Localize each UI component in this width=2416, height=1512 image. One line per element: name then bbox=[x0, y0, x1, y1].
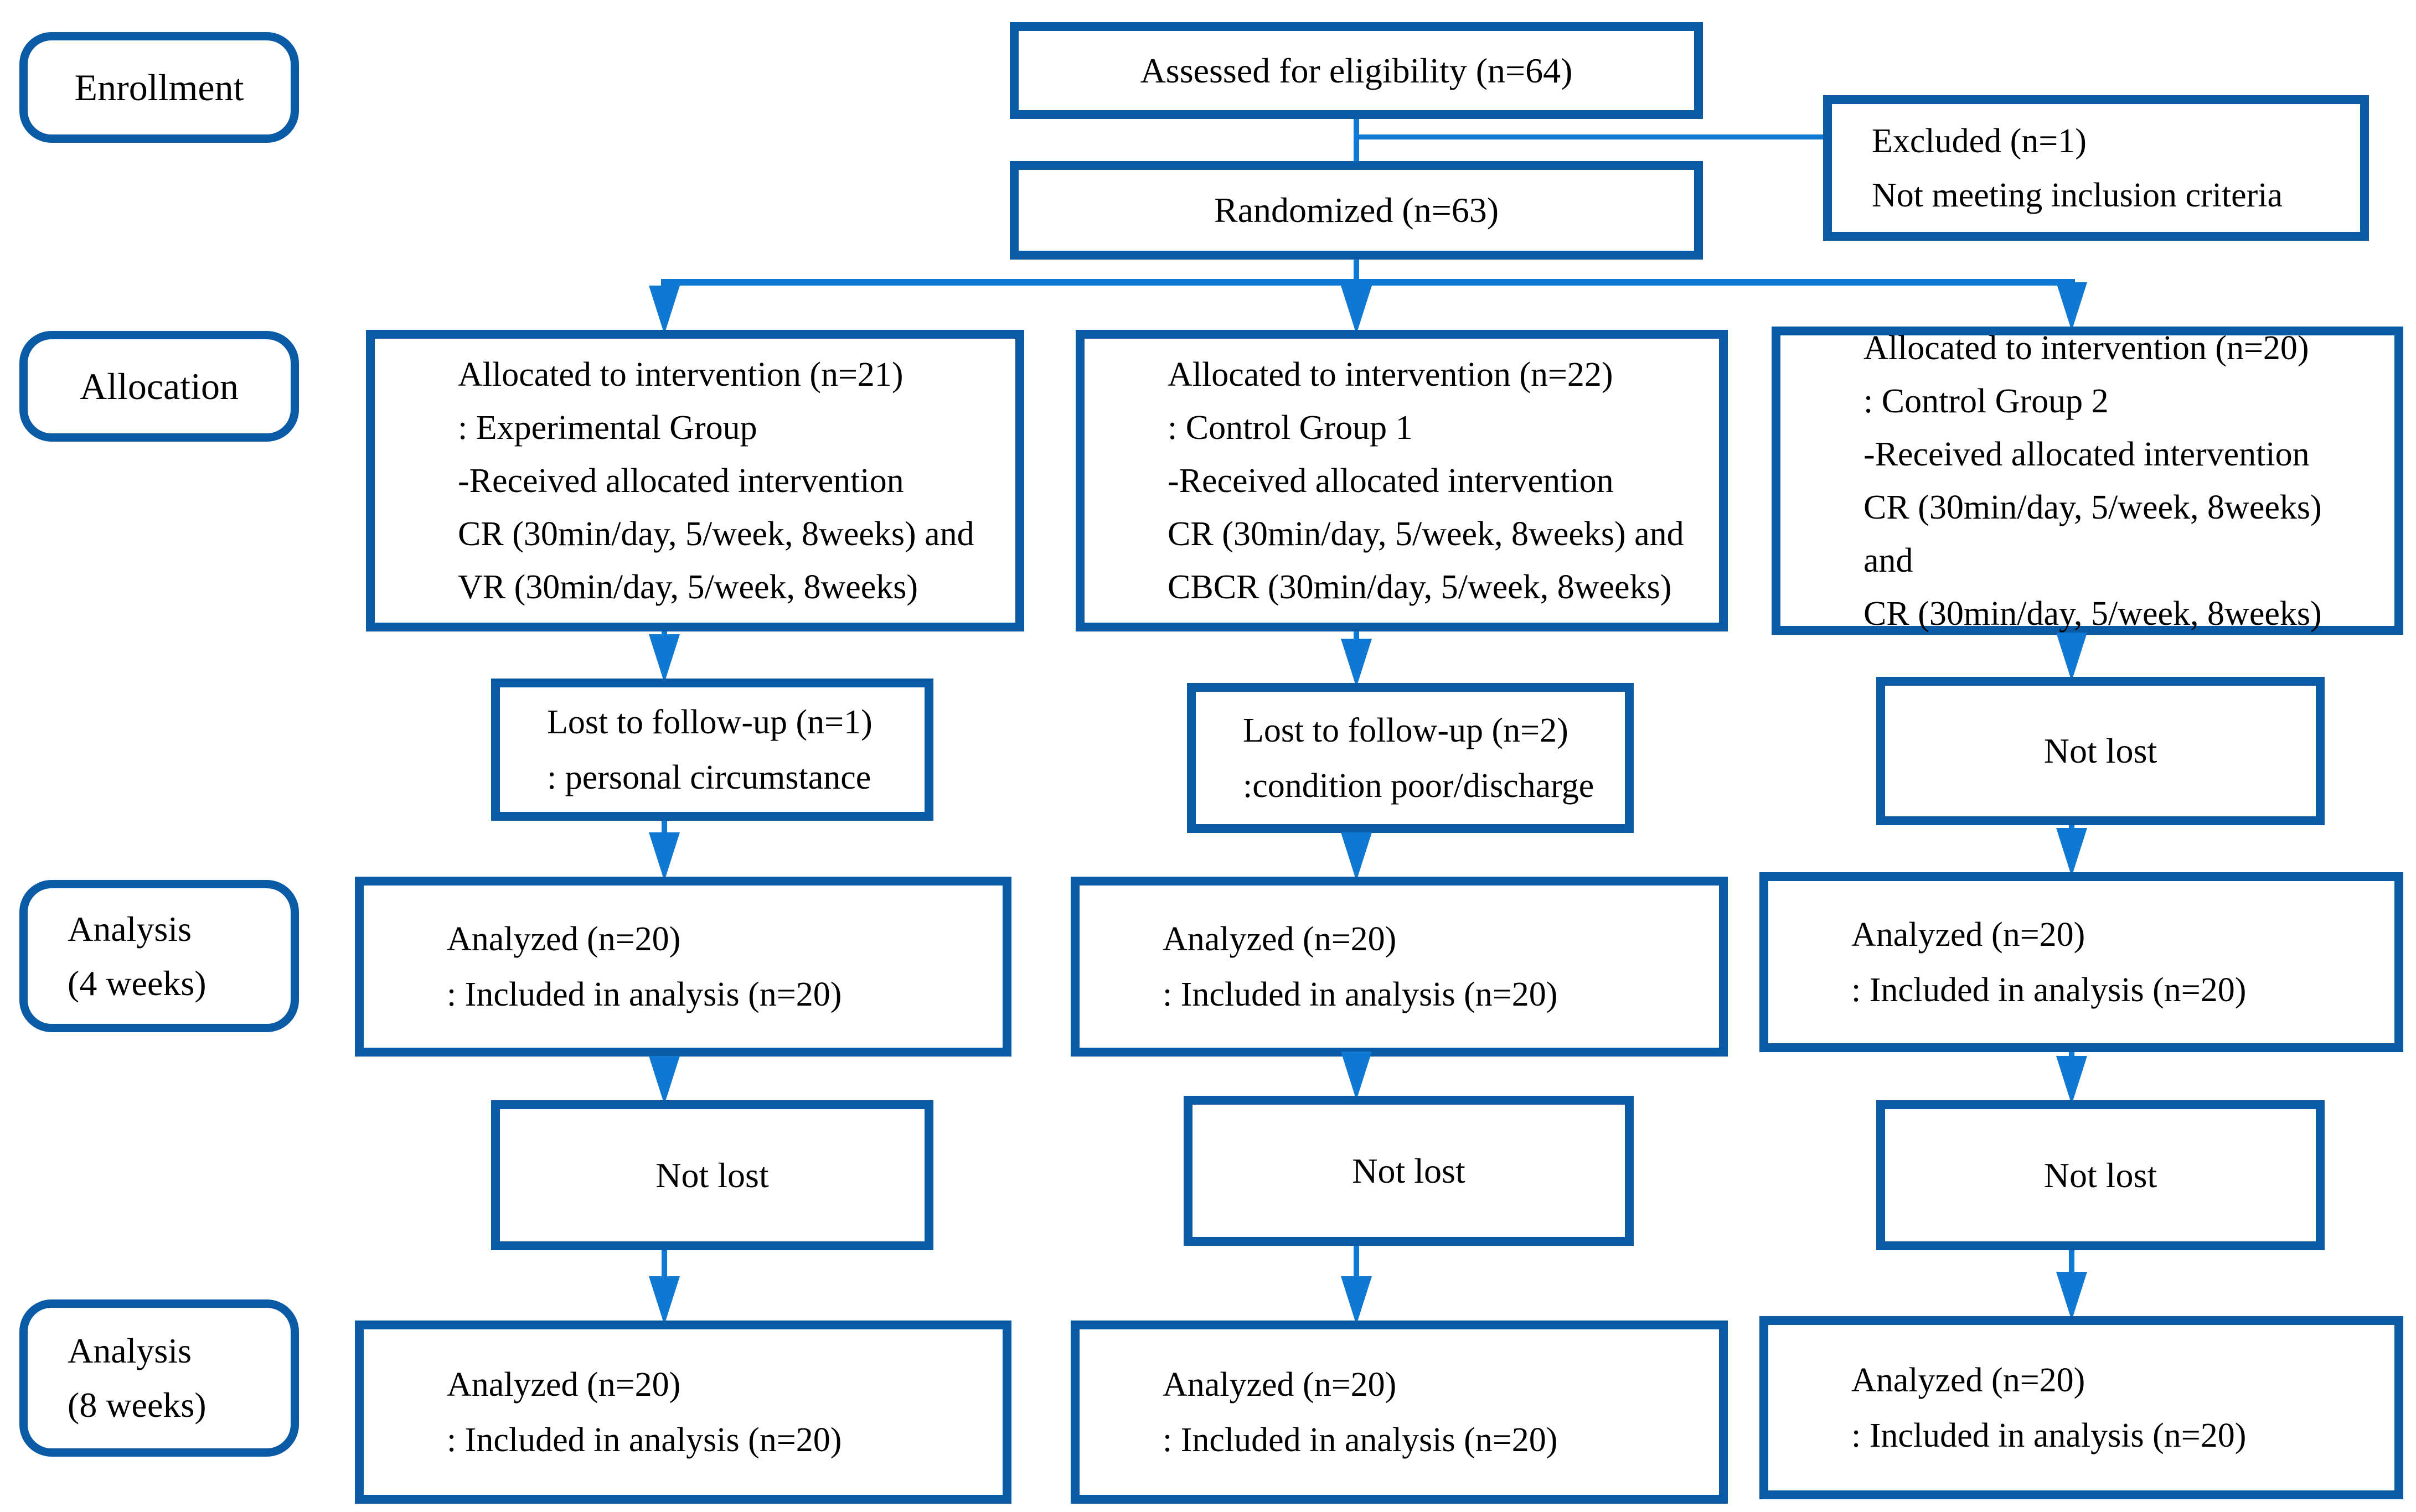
connector-line bbox=[2069, 1250, 2074, 1272]
arrow-to-allocation-control1 bbox=[1341, 286, 1372, 334]
arrow-to-notlost-experimental bbox=[649, 1056, 680, 1105]
analyzed-line: Analyzed (n=20) bbox=[1163, 1365, 1397, 1404]
analyzed-line: : Included in analysis (n=20) bbox=[1163, 975, 1558, 1013]
allocation-line: CR (30min/day, 5/week, 8weeks) and bbox=[1168, 515, 1684, 553]
stage-label-enrollment: Enrollment bbox=[19, 32, 299, 143]
not-lost-text: Not lost bbox=[655, 1155, 769, 1195]
excluded-box: Excluded (n=1) Not meeting inclusion cri… bbox=[1823, 95, 2369, 241]
analyzed-line: Analyzed (n=20) bbox=[1851, 1361, 2085, 1399]
arrow-to-notlost-control1 bbox=[1341, 1052, 1372, 1100]
excluded-line: Excluded (n=1) bbox=[1872, 122, 2087, 160]
analyzed-4w-box-control2: Analyzed (n=20) : Included in analysis (… bbox=[1759, 872, 2403, 1052]
connector-randomized-stub bbox=[1354, 260, 1359, 286]
not-lost-text: Not lost bbox=[1352, 1151, 1465, 1190]
connector-line bbox=[1354, 1246, 1359, 1276]
stage-label-text: Enrollment bbox=[74, 66, 244, 108]
allocation-line: CBCR (30min/day, 5/week, 8weeks) bbox=[1168, 568, 1672, 606]
arrow-to-followup-experimental bbox=[649, 634, 680, 683]
lost-followup-line: Lost to follow-up (n=1) bbox=[547, 703, 873, 741]
not-lost-box-control2-8w: Not lost bbox=[1876, 1100, 2325, 1250]
not-lost-box-control2-4w: Not lost bbox=[1876, 677, 2325, 825]
lost-followup-line: : personal circumstance bbox=[547, 758, 871, 796]
allocation-line: -Received allocated intervention bbox=[1168, 462, 1614, 500]
analyzed-line: : Included in analysis (n=20) bbox=[1851, 971, 2247, 1009]
stage-label-analysis-8-weeks: Analysis (8 weeks) bbox=[19, 1299, 299, 1457]
analyzed-line: Analyzed (n=20) bbox=[1163, 920, 1397, 958]
randomized-text: Randomized (n=63) bbox=[1214, 190, 1499, 230]
allocation-box-control1: Allocated to intervention (n=22) : Contr… bbox=[1076, 330, 1728, 631]
arrow-to-analysis8-control2 bbox=[2056, 1272, 2087, 1321]
lost-followup-box-experimental: Lost to follow-up (n=1) : personal circu… bbox=[491, 679, 933, 821]
allocation-line: Allocated to intervention (n=20) bbox=[1863, 329, 2309, 367]
analyzed-line: Analyzed (n=20) bbox=[447, 920, 681, 958]
not-lost-box-control1: Not lost bbox=[1184, 1096, 1634, 1246]
not-lost-text: Not lost bbox=[2043, 1155, 2157, 1195]
connector-line bbox=[662, 1250, 667, 1276]
randomized-box: Randomized (n=63) bbox=[1010, 161, 1703, 260]
stage-label-text: Allocation bbox=[79, 365, 239, 407]
allocation-line: CR (30min/day, 5/week, 8weeks) and bbox=[1863, 488, 2322, 579]
assessed-eligibility-box: Assessed for eligibility (n=64) bbox=[1010, 22, 1703, 119]
stage-label-line: Analysis bbox=[68, 909, 192, 949]
lost-followup-line: :condition poor/discharge bbox=[1243, 767, 1594, 805]
arrow-to-followup-control2 bbox=[2056, 633, 2087, 681]
analyzed-8w-box-experimental: Analyzed (n=20) : Included in analysis (… bbox=[355, 1321, 1011, 1504]
connector-line bbox=[662, 821, 667, 837]
arrow-to-analysis8-experimental bbox=[649, 1276, 680, 1325]
allocation-line: CR (30min/day, 5/week, 8weeks) and bbox=[458, 515, 974, 553]
allocation-box-experimental: Allocated to intervention (n=21) : Exper… bbox=[366, 330, 1024, 631]
analyzed-line: : Included in analysis (n=20) bbox=[1851, 1416, 2247, 1454]
arrow-to-analysis4-control1 bbox=[1341, 832, 1372, 881]
allocation-line: : Experimental Group bbox=[458, 408, 757, 447]
analyzed-line: : Included in analysis (n=20) bbox=[447, 1421, 842, 1459]
allocation-line: Allocated to intervention (n=22) bbox=[1168, 355, 1613, 393]
analyzed-4w-box-experimental: Analyzed (n=20) : Included in analysis (… bbox=[355, 877, 1011, 1057]
excluded-line: Not meeting inclusion criteria bbox=[1872, 176, 2283, 214]
analyzed-8w-box-control2: Analyzed (n=20) : Included in analysis (… bbox=[1759, 1316, 2403, 1499]
stage-label-allocation: Allocation bbox=[19, 331, 299, 442]
arrow-to-allocation-control2 bbox=[2056, 282, 2087, 331]
allocation-line: : Control Group 1 bbox=[1168, 408, 1413, 447]
connector-assessed-to-randomized bbox=[1354, 119, 1359, 161]
analyzed-line: : Included in analysis (n=20) bbox=[1163, 1421, 1558, 1459]
stage-label-analysis-4-weeks: Analysis (4 weeks) bbox=[19, 880, 299, 1032]
allocation-line: CR (30min/day, 5/week, 8weeks) bbox=[1863, 594, 2322, 633]
allocation-line: VR (30min/day, 5/week, 8weeks) bbox=[458, 568, 918, 606]
connector-line bbox=[1354, 631, 1359, 639]
analyzed-line: Analyzed (n=20) bbox=[447, 1365, 681, 1404]
allocation-box-control2: Allocated to intervention (n=20) : Contr… bbox=[1772, 327, 2403, 635]
stage-label-line: Analysis bbox=[68, 1331, 192, 1370]
assessed-eligibility-text: Assessed for eligibility (n=64) bbox=[1140, 50, 1573, 90]
allocation-line: Allocated to intervention (n=21) bbox=[458, 355, 904, 393]
analyzed-4w-box-control1: Analyzed (n=20) : Included in analysis (… bbox=[1071, 877, 1728, 1057]
allocation-line: : Control Group 2 bbox=[1863, 382, 2109, 420]
arrow-to-analysis4-control2 bbox=[2056, 828, 2087, 877]
not-lost-text: Not lost bbox=[2043, 731, 2157, 770]
allocation-line: -Received allocated intervention bbox=[458, 462, 904, 500]
lost-followup-line: Lost to follow-up (n=2) bbox=[1243, 711, 1568, 749]
analyzed-line: : Included in analysis (n=20) bbox=[447, 975, 842, 1013]
arrow-to-followup-control1 bbox=[1341, 639, 1372, 687]
allocation-line: -Received allocated intervention bbox=[1863, 435, 2310, 473]
stage-label-line: (8 weeks) bbox=[68, 1385, 207, 1425]
arrow-to-analysis4-experimental bbox=[649, 832, 680, 881]
not-lost-box-experimental: Not lost bbox=[491, 1100, 933, 1250]
stage-label-line: (4 weeks) bbox=[68, 963, 207, 1003]
arrow-to-analysis8-control1 bbox=[1341, 1276, 1372, 1325]
analyzed-8w-box-control1: Analyzed (n=20) : Included in analysis (… bbox=[1071, 1321, 1728, 1504]
arrow-to-notlost-control2 bbox=[2056, 1056, 2087, 1105]
arrow-to-allocation-experimental bbox=[649, 286, 680, 334]
analyzed-line: Analyzed (n=20) bbox=[1851, 915, 2085, 954]
lost-followup-box-control1: Lost to follow-up (n=2) :condition poor/… bbox=[1187, 683, 1634, 833]
connector-to-excluded bbox=[1356, 134, 1823, 139]
connector-branch-line bbox=[661, 279, 2075, 286]
